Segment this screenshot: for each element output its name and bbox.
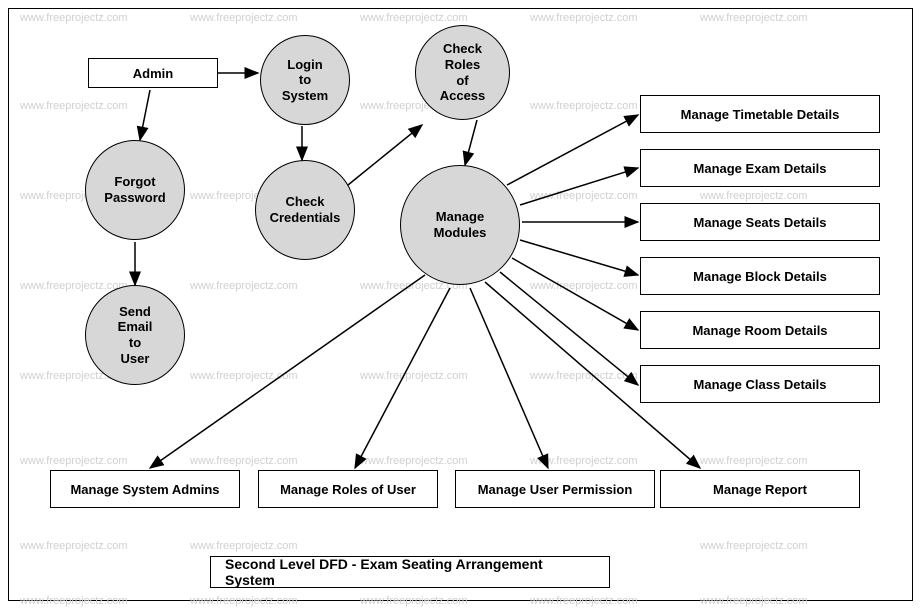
module-box: Manage Class Details xyxy=(640,365,880,403)
module-box: Manage Seats Details xyxy=(640,203,880,241)
module-box: Manage User Permission xyxy=(455,470,655,508)
send-email-circle: SendEmailtoUser xyxy=(85,285,185,385)
login-process-circle: LogintoSystem xyxy=(260,35,350,125)
module-box: Manage Block Details xyxy=(640,257,880,295)
diagram-title: Second Level DFD - Exam Seating Arrangem… xyxy=(210,556,610,588)
check-credentials-circle: CheckCredentials xyxy=(255,160,355,260)
manage-report-box: Manage Report xyxy=(660,470,860,508)
module-box: Manage Room Details xyxy=(640,311,880,349)
module-box: Manage System Admins xyxy=(50,470,240,508)
module-box: Manage Roles of User xyxy=(258,470,438,508)
manage-modules-circle: ManageModules xyxy=(400,165,520,285)
module-box: Manage Timetable Details xyxy=(640,95,880,133)
forgot-password-circle: ForgotPassword xyxy=(85,140,185,240)
module-box: Manage Exam Details xyxy=(640,149,880,187)
check-roles-circle: CheckRolesofAccess xyxy=(415,25,510,120)
admin-entity-box: Admin xyxy=(88,58,218,88)
